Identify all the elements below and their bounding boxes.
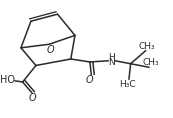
Text: HO: HO — [0, 75, 15, 85]
Text: CH₃: CH₃ — [138, 42, 155, 51]
Text: O: O — [86, 75, 93, 85]
Text: O: O — [29, 93, 36, 103]
Text: CH₃: CH₃ — [142, 58, 159, 67]
Text: O: O — [46, 45, 54, 55]
Text: N: N — [108, 58, 115, 67]
Text: H: H — [108, 53, 115, 62]
Text: H₃C: H₃C — [119, 80, 136, 89]
